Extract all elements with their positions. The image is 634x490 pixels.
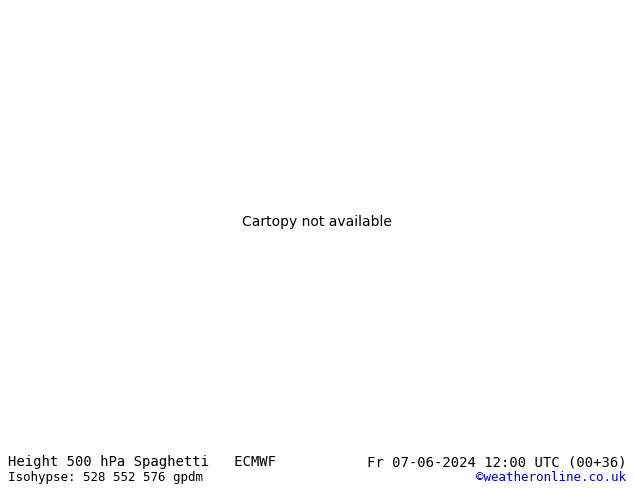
Text: Fr 07-06-2024 12:00 UTC (00+36): Fr 07-06-2024 12:00 UTC (00+36) (366, 455, 626, 469)
Text: Isohypse: 528 552 576 gpdm: Isohypse: 528 552 576 gpdm (8, 471, 203, 485)
Text: ©weatheronline.co.uk: ©weatheronline.co.uk (476, 471, 626, 485)
Text: Height 500 hPa Spaghetti   ECMWF: Height 500 hPa Spaghetti ECMWF (8, 455, 276, 469)
Text: Cartopy not available: Cartopy not available (242, 215, 392, 229)
